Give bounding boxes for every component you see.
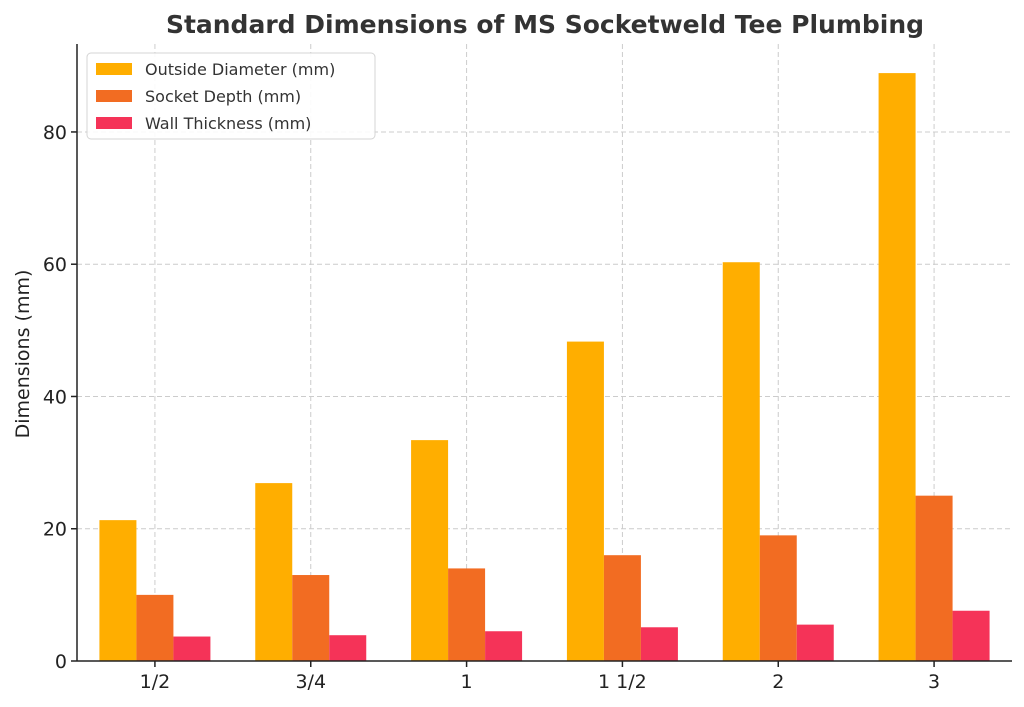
bar-3-2 [329,635,367,661]
bar-1-2 [255,483,293,661]
bar-1-5 [722,262,760,661]
chart-title: Standard Dimensions of MS Socketweld Tee… [166,10,924,39]
x-tick-label: 1/2 [140,671,171,693]
x-tick-label: 3 [928,671,940,693]
bar-1-1 [99,520,137,661]
legend-swatch [96,90,132,102]
bar-1-4 [566,341,604,661]
axes [71,44,1012,667]
y-tick-label: 80 [43,122,67,144]
bar-3-4 [640,627,678,661]
bar-2-2 [292,575,330,661]
legend-swatch [96,117,132,129]
x-tick-label: 1 [461,671,473,693]
bar-2-1 [136,594,174,661]
legend-label: Outside Diameter (mm) [145,60,335,79]
legend-box [86,52,376,140]
bar-3-1 [173,636,211,661]
bar-1-6 [878,73,916,661]
legend-label: Wall Thickness (mm) [145,114,311,133]
bar-2-6 [915,495,953,661]
x-tick-label: 1 1/2 [598,671,647,693]
y-tick-label: 40 [43,386,67,408]
legend-swatch [96,63,132,75]
bar-2-4 [603,555,641,661]
legend: Outside Diameter (mm) Socket Depth (mm) Wa… [86,52,376,140]
tick-labels: 0 20 40 60 80 1/2 3/4 1 1 1/2 2 3 [43,122,940,693]
y-tick-label: 20 [43,519,67,541]
bar-3-6 [952,610,990,661]
y-tick-label: 0 [55,651,67,673]
bars [99,73,990,661]
legend-label: Socket Depth (mm) [145,87,301,106]
y-axis-label: Dimensions (mm) [12,270,34,439]
x-tick-label: 2 [772,671,784,693]
y-tick-label: 60 [43,254,67,276]
bar-2-5 [759,535,797,661]
bar-3-5 [796,624,834,661]
bar-2-3 [448,568,486,661]
bar-1-3 [411,440,449,661]
x-tick-label: 3/4 [295,671,326,693]
bar-3-3 [485,631,523,661]
